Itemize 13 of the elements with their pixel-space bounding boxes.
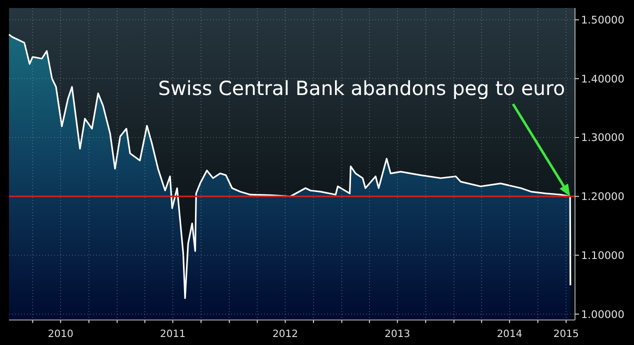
x-tick-label: 2015 <box>553 329 579 340</box>
y-tick-label: 1.40000 <box>581 73 624 86</box>
x-tick-label: 2011 <box>160 329 186 340</box>
x-tick-label: 2012 <box>272 329 298 340</box>
y-tick-label: 1.20000 <box>581 191 624 204</box>
y-tick-label: 1.10000 <box>581 250 624 262</box>
x-tick-label: 2014 <box>496 329 522 340</box>
y-tick-label: 1.50000 <box>581 14 624 26</box>
annotation: Swiss Central Bank abandons peg to euro <box>158 77 565 100</box>
x-tick-label: 2010 <box>48 329 74 340</box>
x-tick-label: 2013 <box>384 329 410 340</box>
y-tick-label: 1.30000 <box>581 132 624 144</box>
y-tick-label: 1.00000 <box>581 308 624 321</box>
